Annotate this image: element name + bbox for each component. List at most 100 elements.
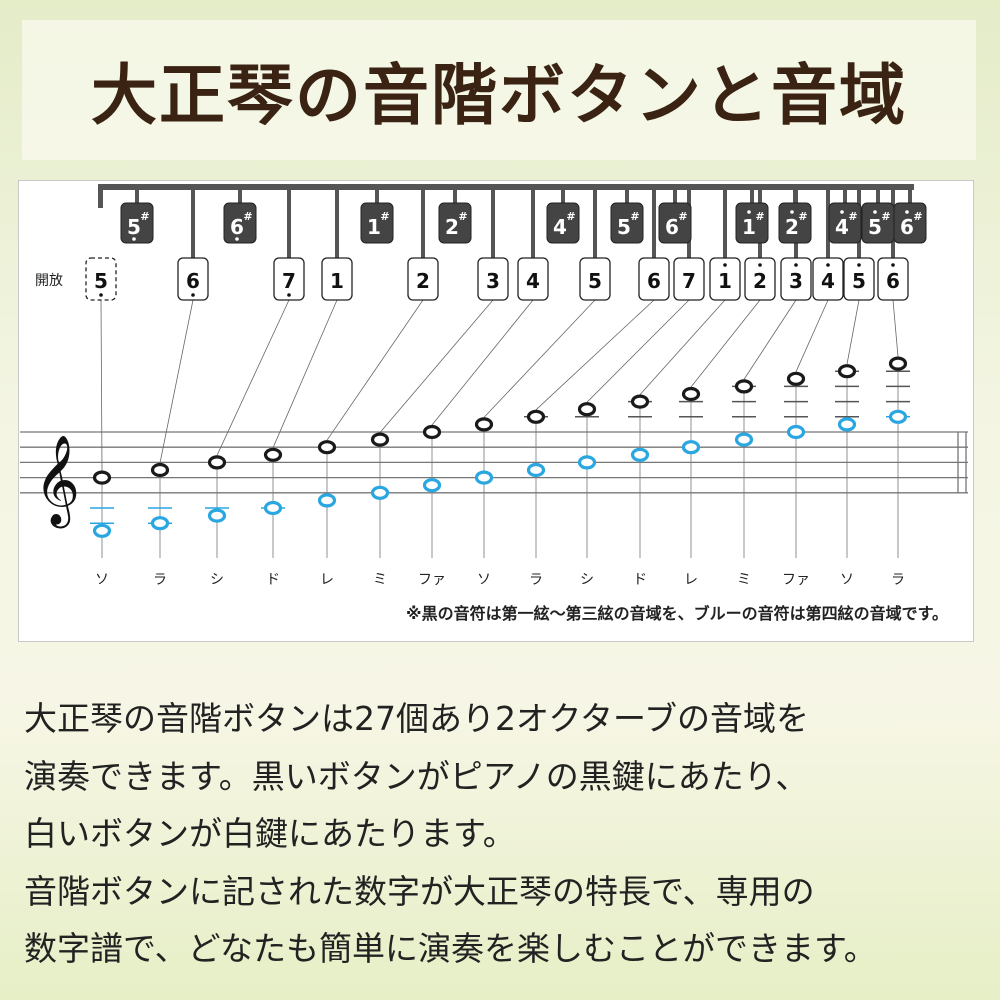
- button-stem: [561, 188, 565, 206]
- white-scale-button[interactable]: [177, 257, 209, 301]
- button-stem: [750, 188, 754, 206]
- blue-note: [681, 440, 701, 455]
- blue-note: [734, 432, 754, 447]
- solfege-label: ソ: [477, 572, 491, 588]
- black-scale-button[interactable]: [546, 202, 580, 244]
- black-note: [370, 432, 390, 447]
- white-scale-button[interactable]: [843, 257, 875, 301]
- button-number: 1: [367, 215, 381, 239]
- solfege-label: ド: [633, 572, 647, 588]
- white-scale-button[interactable]: [407, 257, 439, 301]
- connector-line: [586, 299, 690, 403]
- white-scale-button[interactable]: [85, 257, 117, 301]
- button-number: 5: [617, 215, 631, 239]
- button-number: 4: [553, 215, 567, 239]
- page-title: 大正琴の音階ボタンと音域: [91, 56, 907, 134]
- button-number: 3: [789, 269, 803, 293]
- blue-note: [888, 409, 908, 424]
- black-scale-button[interactable]: [778, 202, 812, 244]
- black-scale-button[interactable]: [828, 202, 862, 244]
- black-note: [888, 356, 908, 371]
- white-scale-button[interactable]: [477, 257, 509, 301]
- button-stem: [287, 188, 291, 260]
- white-scale-button[interactable]: [877, 257, 909, 301]
- black-scale-button[interactable]: [120, 202, 154, 244]
- sharp-sign: #: [380, 210, 389, 223]
- black-note: [786, 371, 806, 386]
- solfege-label: ファ: [782, 572, 810, 588]
- octave-dot: [747, 210, 751, 214]
- solfege-label: ミ: [373, 572, 387, 588]
- button-stem: [531, 188, 535, 260]
- treble-clef-icon: 𝄞: [34, 435, 80, 529]
- button-stem: [673, 188, 677, 206]
- white-scale-button[interactable]: [579, 257, 611, 301]
- black-scale-button[interactable]: [438, 202, 472, 244]
- black-note: [734, 379, 754, 394]
- button-stem: [453, 188, 457, 206]
- blue-note: [370, 485, 390, 500]
- sharp-sign: #: [630, 210, 639, 223]
- button-number: 7: [682, 269, 696, 293]
- black-note: [577, 402, 597, 417]
- black-scale-button[interactable]: [610, 202, 644, 244]
- white-scale-button[interactable]: [744, 257, 776, 301]
- white-scale-button[interactable]: [709, 257, 741, 301]
- solfege-label: レ: [320, 572, 334, 588]
- range-note: ※黒の音符は第一絃～第三絃の音域を、ブルーの音符は第四絃の音域です。: [406, 604, 948, 623]
- black-scale-button[interactable]: [223, 202, 257, 244]
- white-scale-button[interactable]: [812, 257, 844, 301]
- button-stem: [876, 188, 880, 206]
- white-scale-button[interactable]: [321, 257, 353, 301]
- blue-note: [92, 523, 112, 538]
- blue-note: [422, 478, 442, 493]
- black-scale-button[interactable]: [893, 202, 927, 244]
- white-scale-button[interactable]: [673, 257, 705, 301]
- button-number: 4: [835, 215, 849, 239]
- octave-dot: [857, 263, 861, 267]
- sharp-sign: #: [913, 210, 922, 223]
- solfege-label: シ: [210, 572, 224, 588]
- solfege-label: シ: [580, 572, 594, 588]
- black-note: [263, 447, 283, 462]
- diagram-panel: [18, 180, 974, 642]
- white-scale-button[interactable]: [273, 257, 305, 301]
- black-scale-button[interactable]: [360, 202, 394, 244]
- solfege-label: ラ: [891, 572, 905, 588]
- button-number: 4: [526, 269, 540, 293]
- blue-note: [630, 447, 650, 462]
- button-stem: [793, 188, 797, 206]
- button-number: 5: [127, 215, 141, 239]
- blue-note: [577, 455, 597, 470]
- sharp-sign: #: [881, 210, 890, 223]
- solfege-label: レ: [684, 572, 698, 588]
- white-scale-button[interactable]: [517, 257, 549, 301]
- button-number: 3: [486, 269, 500, 293]
- black-scale-button[interactable]: [735, 202, 769, 244]
- connector-line: [690, 299, 761, 388]
- button-number: 1: [742, 215, 756, 239]
- black-scale-button[interactable]: [658, 202, 692, 244]
- black-note: [526, 409, 546, 424]
- blue-note: [526, 462, 546, 478]
- connector-line: [379, 299, 494, 433]
- black-note: [207, 455, 227, 470]
- black-note: [92, 470, 112, 485]
- sharp-sign: #: [678, 210, 687, 223]
- white-scale-button[interactable]: [780, 257, 812, 301]
- button-stem: [421, 188, 425, 260]
- octave-dot: [758, 263, 762, 267]
- connector-line: [892, 299, 899, 357]
- button-stem: [135, 188, 139, 206]
- octave-dot: [132, 237, 136, 241]
- connector-line: [100, 299, 103, 471]
- black-note: [317, 440, 337, 455]
- white-scale-button[interactable]: [638, 257, 670, 301]
- connector-line: [431, 299, 534, 426]
- connector-line: [795, 299, 829, 372]
- black-note: [422, 424, 442, 440]
- octave-dot: [905, 210, 909, 214]
- button-number: 6: [186, 269, 200, 293]
- button-number: 2: [753, 269, 767, 293]
